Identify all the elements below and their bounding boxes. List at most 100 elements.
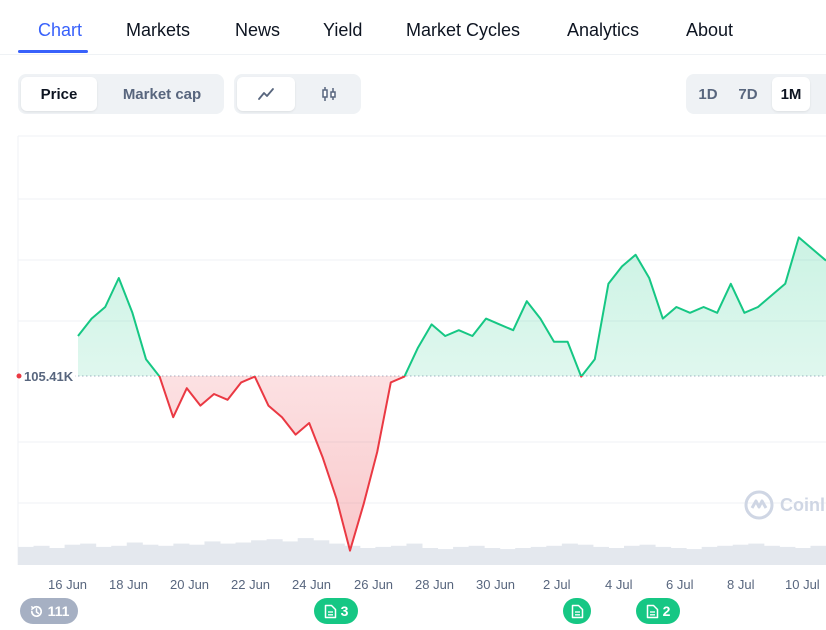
price-button[interactable]: Price	[21, 77, 97, 111]
volume-bar	[732, 544, 749, 565]
volume-bar	[188, 544, 205, 565]
volume-bar	[499, 549, 516, 565]
chart-grid	[17, 135, 826, 565]
document-icon	[571, 604, 583, 618]
x-axis-label: 24 Jun	[292, 577, 332, 592]
baseline-price-label: 105.41K	[22, 369, 76, 384]
volume-bar	[64, 544, 81, 565]
volume-bar	[655, 546, 672, 565]
top-tabs: Chart Markets News Yield Market Cycles A…	[0, 0, 826, 55]
news-count: 3	[340, 603, 349, 619]
news-marker-24jun[interactable]: 3	[314, 598, 358, 624]
x-axis-label: 18 Jun	[109, 577, 149, 592]
volume-bar	[359, 548, 376, 565]
volume-bar	[453, 546, 470, 565]
x-axis-label: 4 Jul	[605, 577, 633, 592]
volume-bar	[390, 545, 407, 565]
volume-bar	[701, 546, 718, 565]
price-line-up	[77, 236, 826, 376]
volume-bar	[406, 543, 423, 565]
volume-bar	[297, 538, 314, 565]
news-count: 2	[662, 603, 671, 619]
history-count: 111	[47, 603, 70, 619]
volume-bar	[779, 546, 796, 565]
watermark-text: Coinl	[780, 494, 825, 515]
news-marker-2jul[interactable]	[563, 598, 591, 624]
volume-bar	[313, 540, 330, 565]
tab-analytics[interactable]: Analytics	[567, 20, 640, 40]
history-marker[interactable]: 111	[20, 598, 78, 624]
watermark: Coinl	[744, 490, 825, 520]
volume-bar	[204, 541, 221, 565]
volume-bar	[220, 543, 237, 565]
volume-bar	[18, 546, 35, 565]
volume-bar	[468, 545, 485, 565]
volume-bar	[266, 539, 283, 565]
range-1d-button[interactable]: 1D	[698, 85, 718, 103]
volume-bar	[142, 544, 159, 565]
volume-bar	[157, 545, 174, 565]
volume-bar	[282, 541, 299, 565]
tab-markets[interactable]: Markets	[126, 20, 191, 40]
chart-style-toggle	[234, 74, 361, 114]
volume-bar	[577, 544, 594, 565]
x-axis-label: 2 Jul	[543, 577, 571, 592]
volume-bar	[251, 540, 268, 565]
volume-bar	[608, 548, 625, 565]
range-1m-button[interactable]: 1M	[772, 77, 810, 111]
volume-bar	[686, 549, 703, 565]
volume-bar	[328, 543, 345, 565]
volume-bar	[670, 548, 687, 565]
price-area-up	[78, 237, 826, 376]
volume-bar	[515, 548, 532, 565]
volume-bar	[794, 548, 811, 565]
document-icon	[646, 604, 658, 618]
volume-bar	[437, 549, 454, 565]
volume-bar	[111, 545, 128, 565]
volume-bar	[484, 548, 501, 565]
volume-bar	[624, 545, 641, 565]
tab-chart[interactable]: Chart	[38, 20, 83, 40]
volume-bar	[80, 543, 97, 565]
volume-bar	[422, 548, 439, 565]
volume-bars	[18, 538, 826, 565]
x-axis-label: 8 Jul	[727, 577, 755, 592]
volume-bar	[126, 542, 143, 565]
line-chart-icon	[258, 88, 274, 100]
volume-bar	[375, 546, 392, 565]
volume-bar	[95, 546, 112, 565]
x-axis-label: 28 Jun	[415, 577, 455, 592]
volume-bar	[235, 542, 252, 565]
line-chart-button[interactable]	[237, 77, 295, 111]
volume-bar	[763, 545, 780, 565]
candlestick-icon	[322, 87, 336, 101]
news-marker-5jul[interactable]: 2	[636, 598, 680, 624]
volume-bar	[546, 545, 563, 565]
market-cap-button[interactable]: Market cap	[122, 85, 202, 103]
volume-bar	[639, 544, 656, 565]
document-icon	[324, 604, 336, 618]
volume-bar	[717, 545, 734, 565]
price-chart[interactable]	[0, 135, 826, 580]
tab-news[interactable]: News	[235, 20, 281, 40]
x-axis-label: 22 Jun	[231, 577, 271, 592]
x-axis-label: 26 Jun	[354, 577, 394, 592]
volume-bar	[561, 543, 578, 565]
tab-market-cycles[interactable]: Market Cycles	[406, 20, 521, 40]
x-axis-label: 30 Jun	[476, 577, 516, 592]
x-axis-label: 16 Jun	[48, 577, 88, 592]
active-tab-indicator	[18, 50, 88, 53]
volume-bar	[592, 546, 609, 565]
baseline-marker	[16, 373, 22, 379]
range-7d-button[interactable]: 7D	[738, 85, 758, 103]
watermark-logo-icon	[744, 490, 774, 520]
tab-yield[interactable]: Yield	[323, 20, 363, 40]
volume-bar	[33, 545, 50, 565]
metric-toggle: Price Market cap	[18, 74, 224, 114]
history-icon	[30, 605, 42, 617]
tab-about[interactable]: About	[686, 20, 734, 40]
candlestick-button[interactable]	[300, 77, 358, 111]
volume-bar	[530, 546, 547, 565]
volume-bar	[344, 545, 361, 565]
volume-bar	[748, 543, 765, 565]
